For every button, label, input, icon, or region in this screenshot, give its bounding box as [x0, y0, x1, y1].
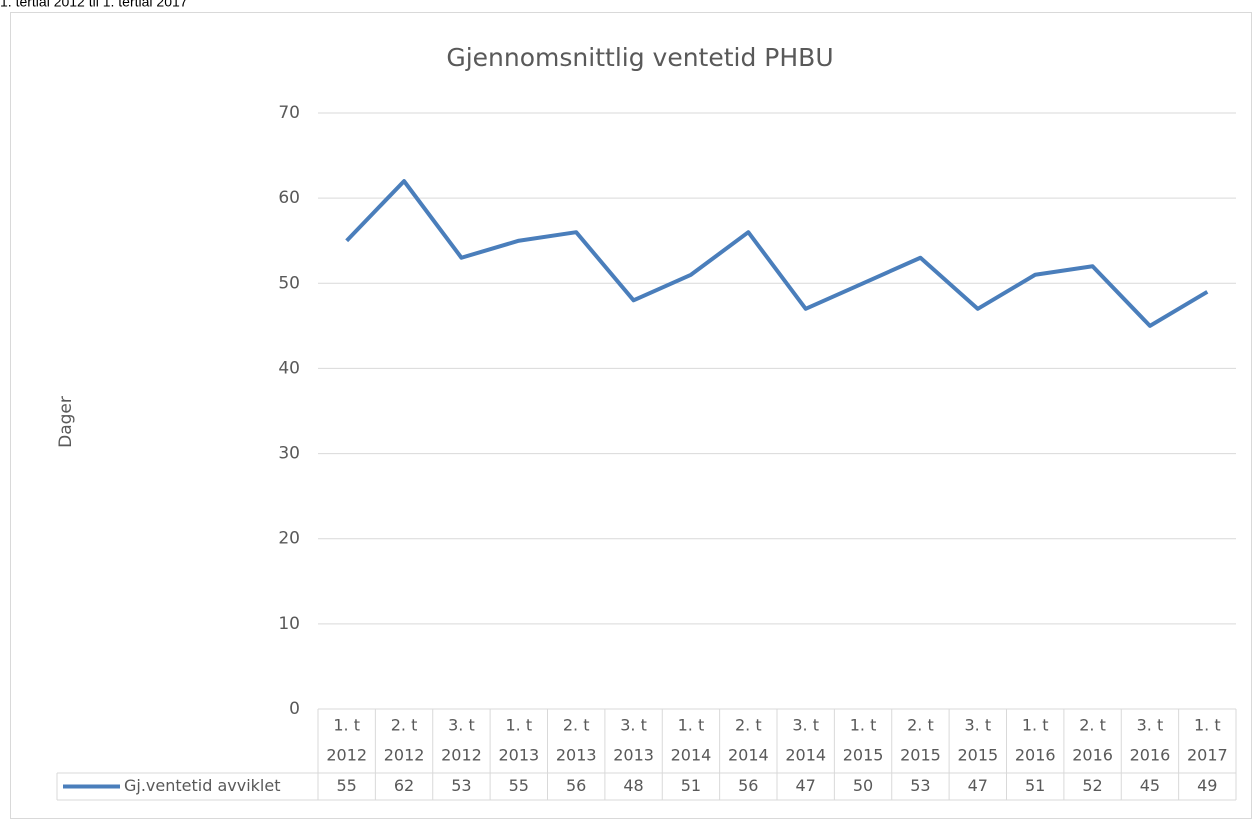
chart-frame [10, 12, 1252, 819]
y-tick-label: 50 [278, 273, 300, 293]
data-table-value: 45 [1140, 776, 1160, 795]
data-table-value: 51 [1025, 776, 1045, 795]
data-table-value: 53 [451, 776, 471, 795]
data-table-value: 50 [853, 776, 873, 795]
x-tick-label: 2. t [735, 716, 762, 735]
x-tick-label: 2013 [613, 746, 654, 765]
data-table-value: 49 [1197, 776, 1217, 795]
x-tick-label: 2. t [907, 716, 934, 735]
x-tick-label: 2015 [843, 746, 884, 765]
x-tick-label: 2013 [498, 746, 539, 765]
x-tick-label: 2016 [1015, 746, 1056, 765]
data-table-value: 47 [968, 776, 988, 795]
x-tick-label: 2014 [785, 746, 826, 765]
y-tick-label: 10 [278, 614, 300, 634]
x-tick-label: 2017 [1187, 746, 1228, 765]
data-table-value: 53 [910, 776, 930, 795]
x-tick-label: 2014 [728, 746, 769, 765]
x-tick-label: 2013 [556, 746, 597, 765]
data-table-value: 56 [738, 776, 758, 795]
x-tick-label: 3. t [792, 716, 819, 735]
x-tick-label: 1. t [850, 716, 877, 735]
y-axis-label: Dager [56, 396, 76, 448]
x-tick-label: 2016 [1130, 746, 1171, 765]
data-table-value: 62 [394, 776, 414, 795]
x-tick-label: 2012 [326, 746, 367, 765]
y-tick-label: 60 [278, 188, 300, 208]
x-tick-label: 2012 [384, 746, 425, 765]
x-tick-label: 2015 [900, 746, 941, 765]
y-tick-label: 20 [278, 529, 300, 549]
x-tick-label: 2016 [1072, 746, 1113, 765]
top-note: 1. tertial 2012 til 1. tertial 2017 [0, 0, 188, 10]
data-table-value: 47 [796, 776, 816, 795]
x-tick-label: 3. t [1137, 716, 1164, 735]
x-tick-label: 2015 [957, 746, 998, 765]
x-tick-label: 2012 [441, 746, 482, 765]
x-tick-label: 1. t [333, 716, 360, 735]
series-line [345, 179, 1209, 328]
x-tick-label: 2. t [563, 716, 590, 735]
chart-title: Gjennomsnittlig ventetid PHBU [446, 43, 833, 72]
x-tick-label: 2. t [1079, 716, 1106, 735]
x-tick-label: 2. t [391, 716, 418, 735]
data-table-value: 52 [1082, 776, 1102, 795]
x-tick-label: 1. t [506, 716, 533, 735]
data-table-value: 56 [566, 776, 586, 795]
data-table-value: 55 [337, 776, 357, 795]
y-tick-label: 70 [278, 103, 300, 123]
x-tick-label: 1. t [1022, 716, 1049, 735]
legend-label: Gj.ventetid avviklet [124, 776, 280, 795]
x-tick-label: 1. t [678, 716, 705, 735]
x-tick-label: 1. t [1194, 716, 1221, 735]
y-tick-label: 0 [289, 699, 300, 719]
x-tick-label: 3. t [965, 716, 992, 735]
x-tick-label: 2014 [671, 746, 712, 765]
y-tick-label: 40 [278, 358, 300, 378]
x-tick-label: 3. t [448, 716, 475, 735]
data-table-value: 55 [509, 776, 529, 795]
data-table-value: 51 [681, 776, 701, 795]
data-table-value: 48 [623, 776, 643, 795]
x-tick-label: 3. t [620, 716, 647, 735]
y-tick-label: 30 [278, 444, 300, 464]
